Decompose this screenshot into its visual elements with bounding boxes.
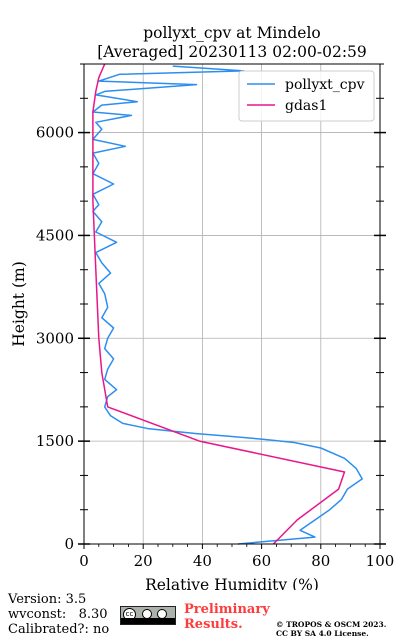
copyright-note: © TROPOS & OSCM 2023. CC BY SA 4.0 Licen…	[276, 620, 386, 638]
legend-label-pollyxt: pollyxt_cpv	[285, 77, 365, 93]
preliminary-line-2: Results.	[184, 617, 243, 632]
x-tick-label: 80	[311, 552, 330, 570]
copyright-line-1: © TROPOS & OSCM 2023.	[276, 620, 387, 629]
x-tick-label: 0	[79, 552, 89, 570]
x-tick-label: 100	[366, 552, 395, 570]
y-tick-label: 6000	[36, 124, 74, 142]
y-tick-label: 4500	[36, 226, 74, 244]
chart-canvas: 0 20 40 60 80 100 0 1500 3000 4500 6000 pollyxt_cp…	[10, 24, 395, 590]
x-tick-label: 20	[134, 552, 153, 570]
y-tick-label: 3000	[36, 329, 74, 347]
cc-license-badge: cc	[120, 606, 176, 625]
copyright-line-2: CC BY SA 4.0 License.	[276, 629, 369, 638]
grid-lines	[83, 64, 381, 545]
chart-title: pollyxt_cpv at Mindelo	[143, 24, 321, 42]
footer-metadata: Version: 3.5 wvconst: 8.30 Calibrated?: …	[8, 592, 109, 637]
series-lines	[92, 63, 363, 545]
wvconst-text: wvconst: 8.30	[8, 607, 108, 622]
series-line-gdas1	[92, 63, 346, 545]
x-tick-label: 60	[252, 552, 271, 570]
chart-subtitle: [Averaged] 20230113 02:00-02:59	[97, 43, 367, 61]
preliminary-results-note: Preliminary Results.	[184, 602, 270, 632]
x-tick-label: 40	[193, 552, 212, 570]
y-axis-label: Height (m)	[10, 261, 28, 347]
version-text: Version: 3.5	[8, 592, 87, 607]
plot-frame	[83, 63, 381, 545]
preliminary-line-1: Preliminary	[184, 602, 270, 617]
x-axis-label: Relative Humidity (%)	[145, 576, 319, 590]
cc-badge-strip	[121, 618, 175, 624]
series-line-pollyxt	[92, 65, 363, 545]
y-tick-label: 1500	[36, 432, 74, 450]
calibrated-text: Calibrated?: no	[8, 622, 110, 637]
y-tick-label: 0	[64, 535, 74, 553]
legend-label-gdas1: gdas1	[285, 98, 327, 114]
legend: pollyxt_cpv gdas1	[238, 70, 375, 122]
axis-ticks: 0 20 40 60 80 100 0 1500 3000 4500 6000	[36, 63, 395, 570]
